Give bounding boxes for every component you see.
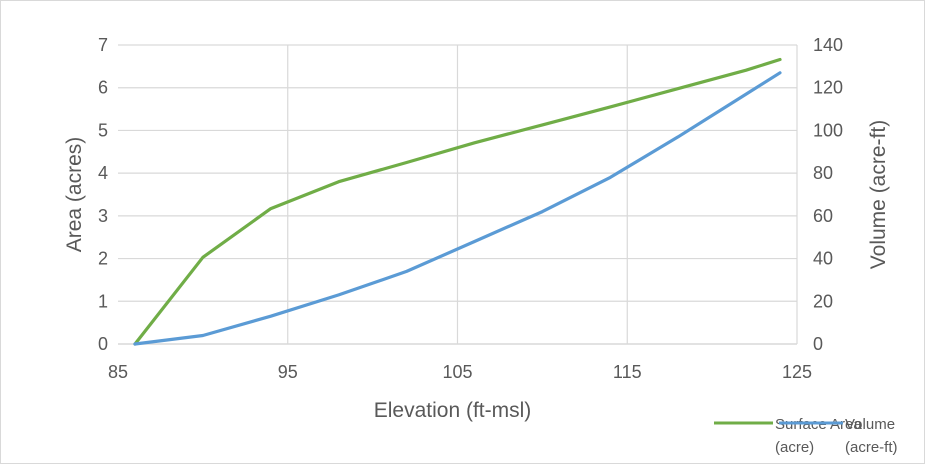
left-y-tick-label: 7: [98, 35, 108, 55]
legend: Surface Area (acre) Volume (acre-ft): [714, 416, 898, 456]
right-y-tick-label: 100: [813, 120, 843, 140]
legend-label-volume-line2: (acre-ft): [845, 439, 898, 456]
left-y-tick-label: 2: [98, 249, 108, 269]
left-y-tick-label: 5: [98, 120, 108, 140]
tick-labels: 0 1 2 3 4 5 6 7 0 20 40 60 80 100 120 140 85 95 105 115 125: [98, 35, 843, 382]
right-y-tick-label: 80: [813, 163, 833, 183]
right-y-tick-label: 20: [813, 291, 833, 311]
left-y-tick-label: 3: [98, 206, 108, 226]
x-tick-label: 85: [108, 362, 128, 382]
x-tick-label: 125: [782, 362, 812, 382]
right-y-tick-label: 60: [813, 206, 833, 226]
volume-line: [133, 71, 782, 346]
x-tick-label: 95: [278, 362, 298, 382]
left-y-tick-label: 0: [98, 334, 108, 354]
right-y-axis-title: Volume (acre-ft): [867, 120, 890, 269]
surface-area-line: [133, 57, 782, 346]
series-lines: [133, 57, 782, 346]
right-y-tick-label: 0: [813, 334, 823, 354]
right-y-tick-label: 40: [813, 249, 833, 269]
legend-label-surface-area-line2: (acre): [775, 439, 814, 456]
x-axis-title: Elevation (ft-msl): [374, 399, 532, 422]
legend-item-volume: Volume (acre-ft): [779, 416, 898, 456]
left-y-tick-label: 6: [98, 78, 108, 98]
right-y-tick-label: 120: [813, 78, 843, 98]
legend-label-volume-line1: Volume: [845, 416, 895, 433]
left-y-axis-title: Area (acres): [63, 137, 86, 253]
left-y-tick-label: 4: [98, 163, 108, 183]
left-y-tick-label: 1: [98, 291, 108, 311]
x-tick-label: 105: [442, 362, 472, 382]
right-y-tick-label: 140: [813, 35, 843, 55]
gridlines: [118, 44, 798, 344]
x-tick-label: 115: [613, 362, 642, 382]
